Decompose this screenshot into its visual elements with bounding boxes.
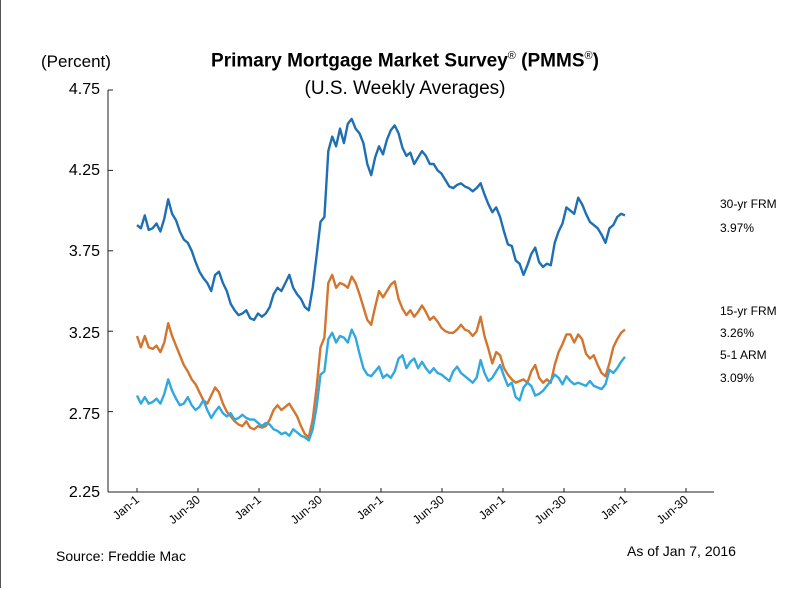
y-tick-label: 4.25 [68,162,100,179]
registered-mark: ® [507,50,516,62]
legend-value-15yr: 3.26% [720,326,755,340]
legend-value-arm: 3.09% [720,371,755,385]
x-tick-label: Jan-1 [354,492,386,522]
x-tick-label: Jan-1 [598,492,630,522]
legend-value-30yr: 3.97% [720,221,755,235]
y-axis-title: (Percent) [41,52,111,71]
legend-label-arm: 5-1 ARM [720,348,767,362]
legend-label-15yr: 15-yr FRM [720,304,777,318]
series-line-30-yr-frm [136,117,626,322]
source-note: Source: Freddie Mac [56,548,186,564]
series-line-5-1-arm [135,328,626,442]
chart-title-acronym-close: ) [592,50,599,72]
chart-title: Primary Mortgage Market Survey® (PMMS®) [150,50,660,72]
x-tick-label: Jun-30 [288,492,325,527]
y-tick-label: 3.25 [68,325,100,342]
legend-label-30yr: 30-yr FRM [720,197,777,211]
as-of-date: As of Jan 7, 2016 [627,543,736,559]
x-tick-label: Jun-30 [166,492,203,527]
chart-subtitle: (U.S. Weekly Averages) [304,78,506,99]
x-tick-label: Jun-30 [410,492,447,527]
y-tick-label: 4.75 [68,81,100,98]
y-tick-label: 3.75 [68,243,100,260]
registered-mark-2: ® [584,50,593,62]
x-tick-label: Jan-1 [476,492,508,522]
y-tick-label: 2.25 [68,484,100,501]
chart-title-text: Primary Mortgage Market Survey [211,50,508,72]
x-tick-label: Jan-1 [110,492,142,522]
x-tick-label: Jun-30 [654,492,691,527]
x-tick-label: Jan-1 [232,492,264,522]
y-tick-label: 2.75 [68,406,100,423]
chart-title-acronym: (PMMS [515,50,585,72]
x-tick-label: Jun-30 [532,492,569,527]
series-line-15-yr-frm [135,273,626,439]
